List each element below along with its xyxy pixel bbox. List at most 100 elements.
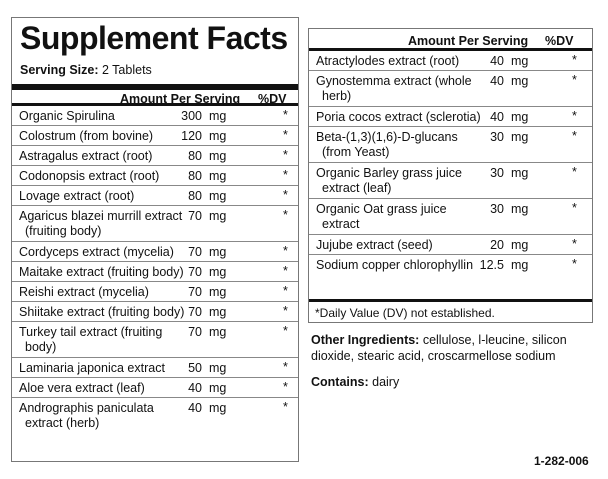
ingredient-unit: mg <box>209 361 227 375</box>
ingredient-amount: 20 <box>490 238 504 252</box>
ingredient-name: Maitake extract (fruiting body) <box>19 265 184 280</box>
ingredient-row: Codonopsis extract (root) 80 mg * <box>12 166 298 186</box>
ingredient-row: Lovage extract (root) 80 mg * <box>12 186 298 206</box>
ingredient-name: Andrographis paniculata extract (herb) <box>19 401 154 431</box>
ingredient-row: Maitake extract (fruiting body) 70 mg * <box>12 262 298 282</box>
ingredient-name-line: Organic Spirulina <box>19 109 115 123</box>
ingredient-amount: 40 <box>490 54 504 68</box>
ingredient-dv: * <box>283 244 288 258</box>
ingredient-unit: mg <box>209 245 227 259</box>
ingredient-dv: * <box>572 73 577 87</box>
ingredient-dv: * <box>283 304 288 318</box>
ingredient-dv: * <box>572 201 577 215</box>
ingredient-dv: * <box>283 208 288 222</box>
ingredient-row: Cordyceps extract (mycelia) 70 mg * <box>12 242 298 262</box>
ingredient-amount: 12.5 <box>479 258 504 272</box>
ingredient-amount: 30 <box>490 166 504 180</box>
ingredient-unit: mg <box>209 325 227 339</box>
ingredient-amount: 30 <box>490 130 504 144</box>
ingredient-unit: mg <box>511 54 529 68</box>
ingredient-amount: 40 <box>188 401 202 415</box>
ingredient-dv: * <box>283 128 288 142</box>
ingredient-dv: * <box>572 257 577 271</box>
ingredient-amount: 70 <box>188 209 202 223</box>
ingredient-name: Reishi extract (mycelia) <box>19 285 149 300</box>
contains-text: dairy <box>372 375 400 389</box>
ingredient-row: Organic Spirulina 300 mg * <box>12 106 298 126</box>
ingredient-name-line: body) <box>25 340 57 354</box>
ingredient-name-line: Shiitake extract (fruiting body) <box>19 305 185 319</box>
ingredient-unit: mg <box>209 169 227 183</box>
ingredient-name-line: Maitake extract (fruiting body) <box>19 265 184 279</box>
ingredient-amount: 70 <box>188 265 202 279</box>
ingredient-unit: mg <box>209 285 227 299</box>
ingredient-name-line: extract (leaf) <box>322 181 392 195</box>
ingredient-dv: * <box>283 188 288 202</box>
ingredient-row: Organic Oat grass juice extract 30 mg * <box>309 199 592 235</box>
ingredient-row: Organic Barley grass juice extract (leaf)… <box>309 163 592 199</box>
ingredient-name-line: Cordyceps extract (mycelia) <box>19 245 174 259</box>
ingredient-unit: mg <box>209 265 227 279</box>
dv-footnote: *Daily Value (DV) not established. <box>309 299 592 320</box>
ingredient-name-line: Jujube extract (seed) <box>316 238 433 252</box>
ingredient-row: Gynostemma extract (whole herb) 40 mg * <box>309 71 592 107</box>
ingredient-unit: mg <box>511 110 529 124</box>
ingredient-row: Beta-(1,3)(1,6)-D-glucans (from Yeast) 30 m… <box>309 127 592 163</box>
ingredient-unit: mg <box>209 129 227 143</box>
ingredient-name-line: Poria cocos extract (sclerotia) <box>316 110 481 124</box>
ingredient-row: Laminaria japonica extract 50 mg * <box>12 358 298 378</box>
ingredient-name-line: Organic Barley grass juice <box>316 166 462 180</box>
other-ingredients-label: Other Ingredients: <box>311 333 420 347</box>
amount-per-serving-header: Amount Per Serving <box>120 92 241 106</box>
ingredient-name: Agaricus blazei murrill extract (fruiting… <box>19 209 182 239</box>
other-ingredients: Other Ingredients: cellulose, l-leucine,… <box>311 332 596 364</box>
panel-title: Supplement Facts <box>20 20 288 56</box>
ingredient-name-line: extract <box>322 217 360 231</box>
ingredient-row: Astragalus extract (root) 80 mg * <box>12 146 298 166</box>
ingredient-row: Poria cocos extract (sclerotia) 40 mg * <box>309 107 592 127</box>
supplement-facts-panel-left: Supplement Facts Serving Size: 2 Tablets… <box>11 17 299 462</box>
ingredient-unit: mg <box>209 189 227 203</box>
ingredient-row: Shiitake extract (fruiting body) 70 mg * <box>12 302 298 322</box>
ingredient-dv: * <box>283 264 288 278</box>
ingredient-dv: * <box>572 109 577 123</box>
ingredient-list-right: Atractylodes extract (root) 40 mg * Gynostem… <box>309 51 592 275</box>
ingredient-unit: mg <box>511 166 529 180</box>
ingredient-unit: mg <box>209 381 227 395</box>
product-code: 1-282-006 <box>534 454 589 468</box>
ingredient-amount: 40 <box>490 110 504 124</box>
ingredient-row: Reishi extract (mycelia) 70 mg * <box>12 282 298 302</box>
ingredient-amount: 300 <box>181 109 202 123</box>
ingredient-name-line: Atractylodes extract (root) <box>316 54 460 68</box>
ingredient-row: Atractylodes extract (root) 40 mg * <box>309 51 592 71</box>
column-header-right: Amount Per Serving %DV <box>309 29 592 51</box>
other-ingredients-text: cellulose, l-leucine, silicon dioxide, s… <box>311 333 567 363</box>
ingredient-row: Jujube extract (seed) 20 mg * <box>309 235 592 255</box>
ingredient-name-line: Astragalus extract (root) <box>19 149 153 163</box>
ingredient-name-line: Beta-(1,3)(1,6)-D-glucans <box>316 130 458 144</box>
ingredient-amount: 80 <box>188 169 202 183</box>
ingredient-dv: * <box>572 165 577 179</box>
ingredient-dv: * <box>572 53 577 67</box>
ingredient-name: Organic Barley grass juice extract (leaf) <box>316 166 462 196</box>
ingredient-name-line: Organic Oat grass juice <box>316 202 447 216</box>
ingredient-unit: mg <box>209 149 227 163</box>
ingredient-amount: 120 <box>181 129 202 143</box>
ingredient-name: Codonopsis extract (root) <box>19 169 159 184</box>
ingredient-name-line: Reishi extract (mycelia) <box>19 285 149 299</box>
ingredient-name-line: Turkey tail extract (fruiting <box>19 325 163 339</box>
ingredient-row: Sodium copper chlorophyllin 12.5 mg * <box>309 255 592 275</box>
ingredient-name: Cordyceps extract (mycelia) <box>19 245 174 260</box>
contains-label: Contains: <box>311 375 369 389</box>
ingredient-name: Lovage extract (root) <box>19 189 134 204</box>
serving-size-value: 2 Tablets <box>101 63 152 77</box>
ingredient-name: Atractylodes extract (root) <box>316 54 459 69</box>
ingredient-name-line: (fruiting body) <box>25 224 102 238</box>
ingredient-name-line: Codonopsis extract (root) <box>19 169 160 183</box>
ingredient-name-line: (from Yeast) <box>322 145 390 159</box>
dv-header: %DV <box>258 92 287 106</box>
ingredient-row: Aloe vera extract (leaf) 40 mg * <box>12 378 298 398</box>
ingredient-row: Turkey tail extract (fruiting body) 70 mg * <box>12 322 298 358</box>
ingredient-amount: 40 <box>490 74 504 88</box>
ingredient-unit: mg <box>511 238 529 252</box>
